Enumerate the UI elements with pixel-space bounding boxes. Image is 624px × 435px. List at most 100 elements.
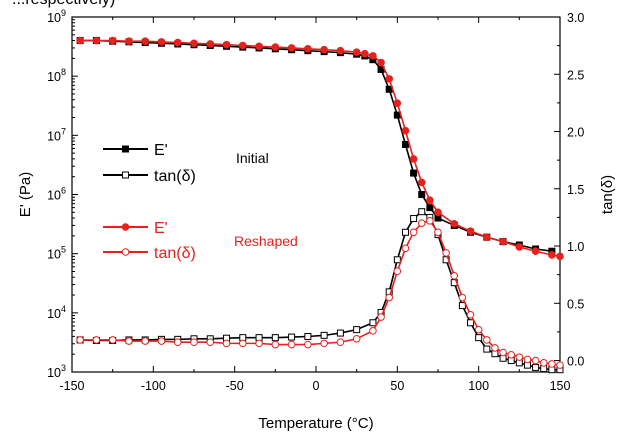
data-point-reshaped_tan — [393, 267, 402, 276]
data-point-reshaped_E — [206, 40, 215, 48]
y-right-axis-label: tan(δ) — [599, 175, 616, 214]
data-point-reshaped_E — [515, 243, 524, 251]
data-point-reshaped_tan — [483, 336, 491, 344]
data-point-reshaped_tan — [352, 334, 361, 343]
data-point-reshaped_E — [222, 40, 231, 49]
y-right-tick-label: 0.5 — [567, 297, 584, 311]
x-tick-label: 100 — [468, 379, 489, 393]
data-point-reshaped_tan — [458, 293, 467, 302]
data-point-reshaped_E — [271, 43, 280, 51]
y-left-axis-label: E' (Pa) — [17, 172, 34, 217]
data-point-reshaped_tan — [125, 337, 133, 345]
legend-label-initial_E: E' — [154, 142, 168, 159]
x-tick-label: 50 — [390, 379, 404, 393]
data-point-reshaped_tan — [442, 249, 450, 257]
data-point-reshaped_tan — [190, 338, 198, 347]
legend-marker-initial_tan — [122, 171, 129, 179]
data-point-reshaped_E — [450, 219, 459, 228]
y-right-tick-label: 2.0 — [567, 126, 584, 140]
data-point-reshaped_E — [287, 44, 296, 52]
data-point-reshaped_tan — [222, 339, 231, 348]
data-point-reshaped_E — [466, 227, 475, 235]
data-point-initial_tan — [475, 334, 483, 342]
data-point-reshaped_tan — [287, 340, 296, 349]
y-right-tick-label: 0.0 — [567, 355, 584, 369]
data-point-initial_E — [418, 191, 426, 198]
y-right-tick-label: 2.5 — [567, 68, 584, 82]
plot-frame — [71, 16, 561, 373]
data-point-reshaped_E — [369, 52, 377, 60]
data-point-reshaped_E — [239, 41, 247, 50]
data-point-reshaped_E — [320, 45, 328, 54]
data-point-reshaped_tan — [108, 336, 117, 344]
data-point-reshaped_E — [352, 48, 361, 56]
data-point-reshaped_tan — [491, 344, 499, 352]
data-point-reshaped_E — [255, 42, 263, 51]
data-point-reshaped_E — [409, 155, 418, 163]
data-point-reshaped_tan — [515, 353, 524, 361]
data-point-reshaped_E — [393, 99, 402, 107]
data-point-reshaped_E — [483, 233, 491, 241]
data-point-initial_tan — [393, 256, 401, 264]
data-point-reshaped_E — [157, 38, 166, 46]
data-point-reshaped_tan — [320, 339, 328, 348]
y-left-tick-label: 104 — [47, 304, 66, 321]
data-point-initial_tan — [401, 228, 409, 236]
data-point-reshaped_tan — [556, 361, 564, 369]
data-point-reshaped_tan — [499, 348, 507, 357]
data-point-reshaped_E — [304, 45, 312, 53]
data-point-reshaped_tan — [369, 326, 377, 335]
data-point-reshaped_tan — [336, 338, 345, 347]
data-point-initial_tan — [532, 363, 540, 371]
data-point-reshaped_tan — [385, 293, 394, 302]
legend-marker-initial_E — [122, 145, 129, 153]
legend-marker-reshaped_tan — [121, 248, 130, 256]
data-point-reshaped_E — [141, 37, 149, 45]
data-point-reshaped_E — [125, 37, 133, 45]
data-point-initial_tan — [353, 326, 361, 334]
data-point-reshaped_tan — [417, 219, 426, 227]
data-point-reshaped_tan — [531, 356, 540, 365]
y-left-tick-label: 103 — [47, 363, 66, 380]
y-left-tick-label: 108 — [47, 67, 66, 84]
data-point-initial_tan — [467, 319, 475, 327]
legend-marker-reshaped_E — [121, 223, 130, 231]
data-point-reshaped_tan — [523, 355, 532, 364]
data-point-initial_tan — [320, 331, 328, 339]
data-point-reshaped_E — [92, 36, 101, 45]
data-point-reshaped_E — [417, 178, 426, 187]
data-point-reshaped_E — [401, 126, 410, 135]
data-point-reshaped_E — [173, 38, 182, 47]
data-point-reshaped_tan — [450, 272, 459, 280]
data-point-reshaped_tan — [548, 360, 556, 368]
x-axis-label: Temperature (°C) — [258, 415, 373, 432]
data-point-reshaped_tan — [426, 217, 434, 225]
series-line-reshaped_E — [80, 39, 561, 258]
data-point-initial_tan — [288, 333, 296, 341]
y-left-tick-label: 109 — [47, 8, 66, 25]
x-tick-label: -150 — [59, 379, 84, 393]
x-tick-label: -100 — [141, 379, 166, 393]
data-point-reshaped_tan — [466, 310, 475, 319]
data-point-reshaped_tan — [507, 351, 516, 359]
y-right-tick-label: 1.5 — [567, 183, 584, 197]
data-point-reshaped_tan — [239, 339, 247, 348]
data-point-reshaped_tan — [377, 313, 385, 321]
data-point-reshaped_tan — [173, 338, 182, 347]
legend-label-reshaped_E: E' — [154, 220, 168, 237]
data-point-reshaped_tan — [401, 244, 410, 253]
legend-label-initial_tan: tan(δ) — [154, 168, 196, 185]
data-point-initial_E — [401, 140, 409, 148]
data-point-reshaped_tan — [76, 336, 84, 344]
data-point-reshaped_E — [426, 196, 434, 205]
annotation-initial: Initial — [236, 150, 269, 166]
data-point-reshaped_tan — [92, 336, 101, 344]
x-tick-label: 150 — [550, 379, 571, 393]
data-point-reshaped_E — [531, 247, 540, 256]
data-point-reshaped_tan — [539, 359, 548, 367]
data-point-reshaped_E — [76, 36, 84, 45]
data-point-initial_tan — [369, 319, 377, 327]
data-point-initial_tan — [418, 208, 426, 216]
data-point-reshaped_E — [108, 36, 117, 45]
